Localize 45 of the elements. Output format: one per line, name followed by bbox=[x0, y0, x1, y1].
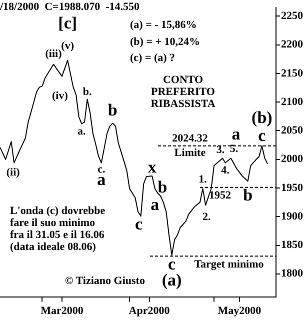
y-tick-label: 1800 bbox=[281, 268, 304, 280]
y-tick-label: 2000 bbox=[281, 153, 304, 166]
annotation: (ii) bbox=[6, 166, 20, 179]
annotation: c bbox=[258, 126, 266, 146]
annotation: (a) = - 15,86% bbox=[130, 18, 197, 31]
annotation: CONTO PREFERITO RIBASSISTA bbox=[150, 74, 216, 110]
annotation: c. bbox=[98, 164, 106, 176]
annotation: © Tiziano Giusto bbox=[65, 274, 146, 287]
ref-line-label: 1952 bbox=[209, 190, 232, 202]
ref-line-label: 2024.32 bbox=[172, 132, 208, 144]
annotation: [c] bbox=[58, 14, 78, 33]
y-tick-label: 2050 bbox=[281, 124, 304, 137]
x-tick-label: Apr2000 bbox=[128, 305, 170, 318]
y-tick-label: 2150 bbox=[281, 67, 304, 80]
y-tick-label: 1950 bbox=[281, 182, 304, 194]
annotation: (v) bbox=[61, 40, 74, 52]
y-tick-label: 1850 bbox=[281, 239, 304, 252]
chart-title: /18/2000 C=1988.070 -14.550 bbox=[0, 0, 140, 13]
annotation: c bbox=[135, 214, 144, 234]
y-tick-label: 1900 bbox=[281, 210, 304, 222]
annotation: b bbox=[108, 100, 118, 120]
annotation: a bbox=[232, 124, 241, 144]
annotation: b bbox=[158, 177, 168, 196]
x-tick-label: May2000 bbox=[218, 305, 262, 318]
annotation: a bbox=[150, 194, 160, 214]
annotation: x bbox=[148, 157, 157, 176]
ref-line-label: Target minimo bbox=[194, 258, 264, 270]
annotation: (b) = + 10,24% bbox=[130, 36, 200, 48]
annotation: 3. bbox=[216, 144, 225, 156]
annotation: L'onda (c) dovrebbe fare il suo minimo fra il 31.05 e il 16.06 (data ideale 08.06) bbox=[10, 204, 106, 253]
annotation: b. bbox=[82, 86, 92, 98]
y-tick-label: 2250 bbox=[281, 10, 304, 22]
annotation: a. bbox=[78, 126, 86, 138]
annotation: (b) bbox=[252, 108, 272, 128]
annotation: b bbox=[243, 186, 253, 205]
y-tick-label: 2100 bbox=[281, 96, 304, 108]
annotation: 4. bbox=[221, 164, 230, 177]
annotation: (iii) bbox=[45, 48, 62, 60]
x-tick-label: Mar2000 bbox=[40, 305, 84, 318]
annotation: (c) = (a) ? bbox=[130, 52, 176, 64]
annotation: Limite bbox=[174, 146, 206, 159]
annotation: (iv) bbox=[52, 90, 68, 102]
annotation: 1. bbox=[198, 173, 208, 186]
y-tick-label: 2200 bbox=[281, 38, 304, 51]
annotation: 2. bbox=[202, 211, 211, 224]
